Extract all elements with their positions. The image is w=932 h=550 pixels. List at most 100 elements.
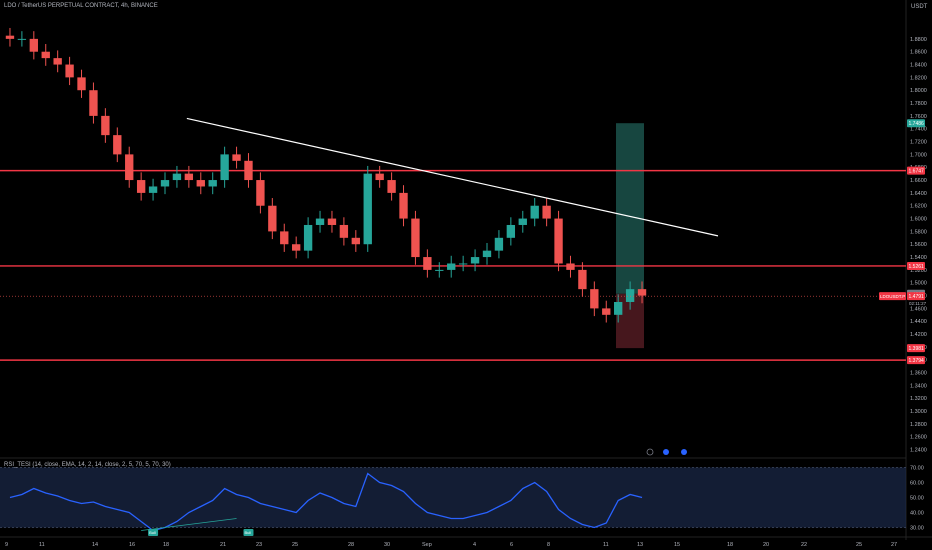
candle[interactable] <box>458 263 468 265</box>
candle[interactable] <box>184 173 194 181</box>
candle[interactable] <box>625 289 635 302</box>
price-tag-text: 1.7486 <box>909 121 925 127</box>
price-tag <box>907 292 925 301</box>
candle[interactable] <box>244 160 253 181</box>
time-tick-label: 27 <box>891 542 897 548</box>
currency-label: USDT <box>911 4 928 10</box>
event-icon[interactable] <box>646 448 654 456</box>
price-tag <box>907 119 925 128</box>
candle[interactable] <box>268 205 277 232</box>
candle[interactable] <box>423 257 432 270</box>
price-tick-label: 1.6000 <box>910 217 927 223</box>
candle[interactable] <box>172 173 182 181</box>
rsi-tick-label: 30.00 <box>910 526 924 532</box>
level-price-tag-text: 1.3794 <box>909 358 925 364</box>
bull-label-text: Bull <box>244 530 251 535</box>
candle[interactable] <box>196 180 205 187</box>
candle[interactable] <box>148 186 158 193</box>
indicator-title[interactable]: RSI_TESI (14, close, EMA, 14, 2, 14, clo… <box>4 462 171 468</box>
candle[interactable] <box>482 250 492 258</box>
candle[interactable] <box>590 289 599 309</box>
candle[interactable] <box>292 244 301 251</box>
trendline[interactable] <box>186 117 719 237</box>
candle[interactable] <box>53 58 62 65</box>
price-tick-label: 1.2400 <box>910 448 927 454</box>
price-tick-label: 1.7600 <box>910 114 927 120</box>
long-target-zone[interactable] <box>616 123 644 294</box>
time-tick-label: 28 <box>348 542 354 548</box>
candle[interactable] <box>77 77 86 91</box>
price-tick-label: 1.5000 <box>910 281 927 287</box>
candle[interactable] <box>303 224 313 251</box>
candle[interactable] <box>351 237 360 245</box>
bull-label <box>243 529 254 536</box>
candle[interactable] <box>363 173 372 245</box>
candle[interactable] <box>447 263 456 270</box>
time-tick-label: 23 <box>256 542 262 548</box>
price-tick-label: 1.4400 <box>910 319 927 325</box>
candle[interactable] <box>29 38 38 52</box>
candle[interactable] <box>518 218 527 225</box>
countdown-text: 02:11:27 <box>909 301 927 306</box>
candle[interactable] <box>506 224 516 238</box>
candle[interactable] <box>125 154 134 181</box>
time-tick-label: 14 <box>92 542 98 548</box>
price-tick-label: 1.5200 <box>910 268 927 274</box>
symbol-price-tag-text: LDOUSDT.P <box>880 294 905 299</box>
candle[interactable] <box>327 218 337 225</box>
candle[interactable] <box>411 218 420 258</box>
time-tick-label: 16 <box>129 542 135 548</box>
price-tick-label: 1.8600 <box>910 50 927 56</box>
price-tick-label: 1.8800 <box>910 37 927 43</box>
time-tick-label: 22 <box>801 542 807 548</box>
price-tag <box>907 344 925 353</box>
candle[interactable] <box>220 154 229 181</box>
candle[interactable] <box>232 154 241 161</box>
symbol-header[interactable]: LDO / TetherUS PERPETUAL CONTRACT, 4h, B… <box>4 3 158 9</box>
candle[interactable] <box>5 35 15 39</box>
time-tick-label: 6 <box>510 542 513 548</box>
candle[interactable] <box>530 205 539 219</box>
candle[interactable] <box>578 269 587 290</box>
candle[interactable] <box>89 90 98 116</box>
rsi-tick-label: 70.00 <box>910 466 924 472</box>
candle[interactable] <box>470 257 480 264</box>
candle[interactable] <box>602 308 611 315</box>
candle[interactable] <box>435 269 444 271</box>
candle[interactable] <box>566 263 575 270</box>
price-tick-label: 1.7000 <box>910 152 927 158</box>
candle[interactable] <box>399 192 408 219</box>
candle[interactable] <box>315 218 325 225</box>
candle[interactable] <box>65 64 74 78</box>
candle[interactable] <box>160 180 170 187</box>
candle[interactable] <box>136 180 146 193</box>
candle[interactable] <box>256 180 265 206</box>
candle[interactable] <box>387 180 396 193</box>
candle[interactable] <box>614 301 623 315</box>
price-tick-label: 1.2600 <box>910 435 927 441</box>
flag-icon[interactable] <box>681 449 687 455</box>
time-tick-label: 21 <box>220 542 226 548</box>
price-tick-label: 1.5600 <box>910 242 927 248</box>
candle[interactable] <box>41 51 50 59</box>
candle[interactable] <box>101 115 110 136</box>
rsi-tick-label: 50.00 <box>910 496 924 502</box>
candle[interactable] <box>375 173 384 181</box>
candle[interactable] <box>637 289 647 296</box>
level-price-tag <box>907 356 925 365</box>
rsi-line[interactable] <box>9 472 643 532</box>
price-tick-label: 1.8200 <box>910 75 927 81</box>
price-tick-label: 1.4200 <box>910 332 927 338</box>
candle[interactable] <box>339 224 349 238</box>
candle[interactable] <box>17 38 27 40</box>
candle[interactable] <box>113 135 122 155</box>
candle[interactable] <box>494 237 504 251</box>
flag-icon[interactable] <box>663 449 669 455</box>
candle[interactable] <box>542 205 551 219</box>
candle[interactable] <box>280 231 289 245</box>
candle[interactable] <box>554 218 563 264</box>
level-price-tag <box>907 261 925 270</box>
time-tick-label: 15 <box>674 542 680 548</box>
candle[interactable] <box>208 180 217 187</box>
